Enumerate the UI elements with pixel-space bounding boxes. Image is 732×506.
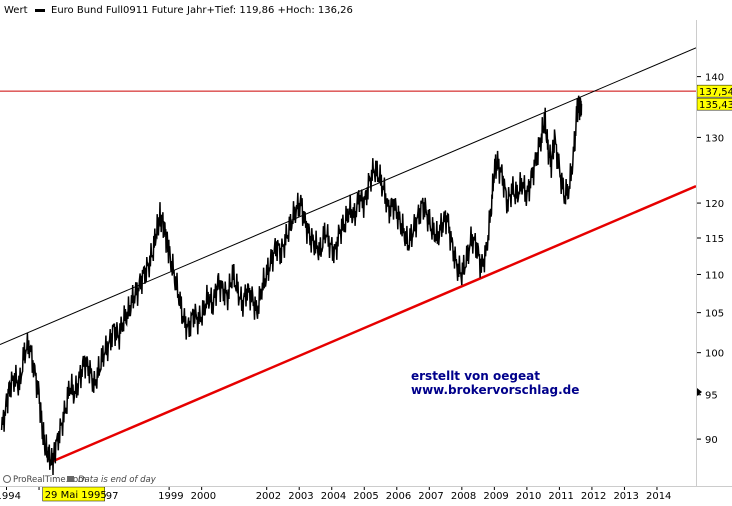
x-tick-label: 2003: [288, 491, 313, 502]
chart-header: Wert Euro Bund Full0911 Future Jahr+Tief…: [0, 0, 732, 21]
x-tick-label: 2006: [386, 491, 411, 502]
x-tick-label: 1994: [0, 491, 21, 502]
x-tick-label: 2009: [483, 491, 508, 502]
axis-arrow-icon: [697, 388, 702, 396]
logo-text: ProRealTime.com: [13, 475, 86, 485]
x-axis-svg: 1994 1997 1999 2000 2002 2003 2004 2005 2006 2007…: [0, 486, 671, 502]
y-tick-label: 115: [705, 234, 724, 245]
y-axis[interactable]: 90 95 100 105 110 115 120 130 140 137,54 135,43: [696, 20, 732, 486]
x-tick-label: 2012: [581, 491, 606, 502]
y-tick-label: 105: [705, 309, 724, 320]
cursor-date-label: 29 Mai 1995: [45, 490, 107, 501]
support-trend-line: [52, 185, 697, 463]
y-tick-label: 100: [705, 349, 724, 360]
end-of-day-note: Data is end of day: [78, 475, 157, 485]
x-tick-label: 2002: [256, 491, 281, 502]
x-tick-label: 2011: [548, 491, 573, 502]
last-price-label: 135,43: [699, 100, 732, 111]
y-tick-label: 140: [705, 73, 724, 84]
price-label-box: [696, 84, 732, 98]
x-tick-label: 2013: [613, 491, 638, 502]
annotation-url: www.brokervorschlag.de: [411, 383, 579, 397]
price-label-box: [696, 97, 732, 111]
instrument-name: Euro Bund Full0911 Future: [51, 5, 184, 16]
price-series-line: [0, 95, 583, 476]
plot-area[interactable]: erstellt von oegeat www.brokervorschlag.…: [0, 20, 697, 486]
x-tick-label: 2010: [516, 491, 541, 502]
x-tick-label: 1999: [158, 491, 183, 502]
annotation-author: erstellt von oegeat: [411, 369, 540, 383]
range-text: Jahr+Tief: 119,86 +Hoch: 136,26: [187, 5, 353, 16]
legend-line-icon: [35, 9, 45, 12]
x-tick-label: 2008: [451, 491, 476, 502]
x-tick-label: 2005: [353, 491, 378, 502]
y-tick-label: 120: [705, 199, 724, 210]
y-tick-label: 95: [705, 391, 718, 402]
prorealtime-logo: ProRealTime.com Data is end of day: [3, 475, 157, 485]
y-axis-svg: 90 95 100 105 110 115 120 130 140 137,54 135,43: [696, 73, 732, 446]
y-tick-label: 90: [705, 435, 718, 446]
x-axis[interactable]: 1994 1997 1999 2000 2002 2003 2004 2005 2006 2007…: [0, 486, 732, 502]
x-tick-label: 2014: [646, 491, 671, 502]
x-tick-label: 2007: [418, 491, 443, 502]
x-tick-label: 1997: [93, 491, 118, 502]
y-tick-label: 110: [705, 270, 724, 281]
x-tick-label: 2000: [191, 491, 216, 502]
upper-channel-line: [0, 47, 697, 345]
value-label: Wert: [4, 5, 28, 16]
x-tick-label: 2004: [321, 491, 346, 502]
y-tick-label: 130: [705, 133, 724, 144]
resistance-price-label: 137,54: [699, 87, 732, 98]
price-chart-svg: erstellt von oegeat www.brokervorschlag.…: [0, 47, 697, 485]
